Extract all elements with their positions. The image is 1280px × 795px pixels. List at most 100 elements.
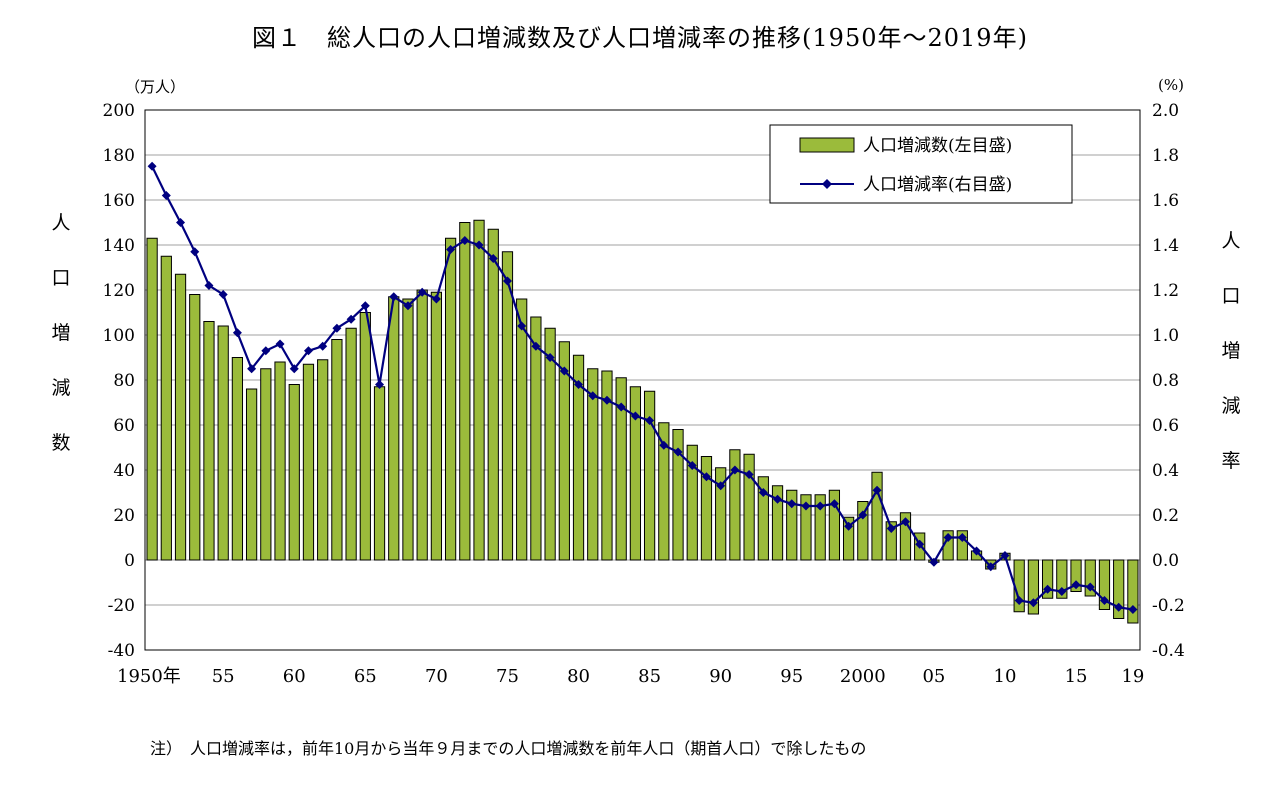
- right-tick-label: 1.8: [1152, 146, 1179, 166]
- bar-2018: [1113, 559, 1125, 619]
- bar-1990: [715, 467, 727, 561]
- rate-point-2006: [943, 533, 953, 542]
- right-tick-label: 1.2: [1152, 281, 1179, 301]
- bar-1993: [757, 476, 769, 561]
- left-axis-title-char: 口: [51, 267, 71, 289]
- rate-point-1973: [474, 240, 484, 250]
- rate-point-1996: [801, 501, 811, 511]
- rate-point-2002: [886, 524, 896, 533]
- right-tick-label: 1.6: [1152, 191, 1179, 211]
- bar-1950: [146, 237, 158, 561]
- right-axis-title-char: 口: [1221, 285, 1241, 307]
- x-tick-label: 19: [1121, 666, 1144, 687]
- left-tick-label: -40: [108, 641, 135, 661]
- rate-point-1991: [730, 465, 740, 475]
- right-tick-label: -0.4: [1152, 641, 1185, 661]
- bar-1995: [786, 489, 798, 561]
- bar-1999: [842, 516, 855, 561]
- bar-1953: [189, 294, 201, 561]
- rate-point-2011: [1014, 596, 1024, 605]
- bar-2000: [857, 501, 869, 561]
- bar-1969: [416, 289, 428, 561]
- left-axis-title-char: 人: [51, 212, 71, 234]
- rate-point-1977: [531, 341, 541, 351]
- bar-1968: [402, 298, 414, 561]
- rate-point-2018: [1114, 602, 1124, 612]
- x-tick-label: 95: [780, 666, 803, 687]
- rate-point-1982: [602, 395, 612, 405]
- right-axis-unit: (%): [1158, 76, 1184, 94]
- left-tick-label: -20: [108, 596, 135, 616]
- x-tick-label: 60: [283, 666, 306, 687]
- legend-line-label: 人口増減率(右目盛): [863, 175, 1012, 195]
- right-tick-label: 0.8: [1152, 371, 1179, 391]
- rate-point-2008: [972, 546, 982, 556]
- rate-point-1998: [829, 499, 839, 509]
- rate-point-2009: [986, 562, 996, 572]
- bar-1997: [814, 494, 826, 561]
- bar-2013: [1041, 559, 1054, 599]
- x-tick-label: 2000: [840, 666, 886, 687]
- rate-point-1953: [190, 247, 200, 257]
- rate-point-1999: [844, 521, 854, 531]
- left-tick-label: 40: [113, 461, 135, 481]
- bar-1962: [317, 359, 329, 561]
- rate-point-1981: [588, 391, 598, 401]
- bar-2012: [1027, 559, 1040, 615]
- bar-2016: [1084, 559, 1096, 597]
- rate-point-1957: [247, 364, 257, 374]
- rate-point-1976: [517, 321, 527, 331]
- bar-2019: [1127, 559, 1139, 624]
- bar-1966: [373, 386, 386, 561]
- rate-point-1968: [403, 301, 413, 311]
- rate-point-1997: [815, 501, 825, 511]
- left-axis-title: 人 口 増 減 数: [46, 208, 76, 483]
- plot-frame: [144, 109, 1141, 651]
- bar-1986: [658, 422, 670, 561]
- bar-1970: [430, 291, 443, 561]
- right-tick-label: 0.4: [1152, 461, 1179, 481]
- rate-point-1980: [574, 380, 584, 389]
- line-series: [147, 161, 1138, 614]
- rate-point-1965: [360, 301, 370, 311]
- bar-2001: [871, 471, 883, 561]
- rate-point-1986: [659, 440, 669, 450]
- x-tick-label: 05: [922, 666, 945, 687]
- bar-1979: [558, 341, 570, 561]
- bar-1959: [274, 361, 286, 561]
- bar-1973: [473, 219, 485, 561]
- bar-2007: [956, 530, 968, 561]
- x-tick-label: 65: [354, 666, 377, 687]
- rate-point-1984: [630, 411, 640, 421]
- bar-1965: [359, 312, 371, 561]
- left-axis-title-char: 増: [51, 322, 71, 344]
- left-axis-title-char: 減: [51, 377, 71, 399]
- bar-1957: [245, 388, 258, 561]
- rate-point-1994: [773, 494, 783, 504]
- rate-point-2017: [1099, 596, 1109, 605]
- rate-point-1970: [431, 294, 441, 304]
- bar-1987: [672, 429, 684, 561]
- x-tick-label: 75: [496, 666, 519, 687]
- bar-1964: [345, 327, 357, 561]
- rate-point-1974: [488, 254, 498, 263]
- x-tick-label: 1950年: [117, 666, 181, 687]
- rate-point-2016: [1085, 582, 1095, 592]
- rate-point-2004: [915, 539, 925, 549]
- bar-1980: [572, 354, 585, 561]
- rate-point-2005: [929, 557, 939, 567]
- left-tick-label: 120: [103, 281, 135, 301]
- bar-series: [146, 219, 1139, 624]
- bar-1977: [530, 316, 542, 561]
- left-tick-label: 160: [103, 191, 135, 211]
- rate-line: [151, 165, 1134, 611]
- left-tick-label: 0: [124, 551, 135, 571]
- legend-line-marker: [822, 179, 832, 189]
- right-tick-label: 2.0: [1152, 101, 1179, 121]
- bar-1960: [288, 384, 300, 561]
- bar-1984: [629, 386, 642, 561]
- left-tick-label: 140: [103, 236, 135, 256]
- right-tick-label: 0.2: [1152, 506, 1179, 526]
- left-axis-title-char: 数: [51, 432, 71, 454]
